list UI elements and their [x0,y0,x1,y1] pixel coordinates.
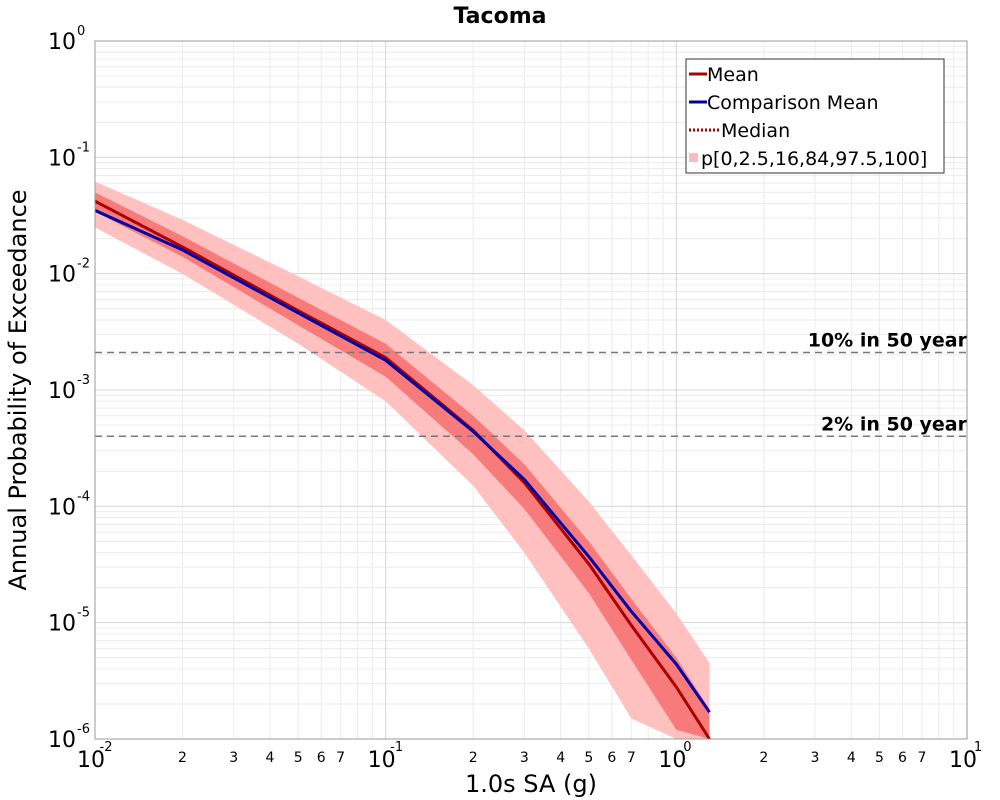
y-tick-major-4: 10 [48,495,76,520]
y-tick-exponent-2: -2 [77,257,90,272]
x-tick-minor: 2 [759,750,768,766]
plot-frame [94,40,968,740]
y-tick-major-5: 10 [48,612,76,637]
x-tick-major-2: 10 [658,748,686,773]
y-tick-major-2: 10 [48,263,76,288]
x-tick-minor: 5 [875,750,884,766]
y-tick-exponent-4: -4 [77,489,90,504]
x-tick-minor: 6 [317,750,326,766]
x-tick-minor: 7 [627,750,636,766]
x-tick-minor: 2 [178,750,187,766]
reference-label-1: 2% in 50 year [821,413,968,435]
band-inner [95,192,710,739]
x-tick-exponent-1: -1 [390,740,403,755]
x-tick-exponent-2: 0 [683,740,691,755]
y-tick-major-1: 10 [48,146,76,171]
y-tick-exponent-0: 0 [77,24,85,39]
y-tick-major-0: 10 [48,30,76,55]
x-tick-minor: 3 [229,750,238,766]
legend: Mean Comparison Mean Median p[0,2.5,16,8… [685,58,945,174]
series-lines [94,199,711,740]
x-tick-exponent-3: 1 [974,740,982,755]
x-tick-minor: 6 [607,750,616,766]
x-tick-minor: 4 [847,750,856,766]
legend-label-median: Median [721,120,790,142]
x-tick-minor: 7 [336,750,345,766]
percentile-bands [95,181,710,739]
y-axis-label: Annual Probability of Exceedance [4,189,32,590]
x-tick-major-3: 10 [949,748,977,773]
legend-swatch-bands [689,153,698,162]
x-tick-minor: 4 [556,750,565,766]
x-tick-exponent-0: -2 [100,740,113,755]
y-tick-major-6: 10 [48,728,76,753]
y-tick-major-3: 10 [48,379,76,404]
legend-label-mean: Mean [707,64,759,86]
x-tick-minor: 6 [898,750,907,766]
x-tick-minor: 2 [469,750,478,766]
series-line-1 [94,209,711,714]
reference-label-0: 10% in 50 year [808,330,968,352]
reference-lines: 10% in 50 year 2% in 50 year [95,330,968,438]
y-tick-exponent-6: -6 [77,722,90,737]
x-tick-major-1: 10 [368,748,396,773]
x-tick-minor: 3 [520,750,529,766]
y-tick-exponent-5: -5 [77,606,90,621]
y-tick-exponent-1: -1 [77,140,90,155]
legend-label-comparison-mean: Comparison Mean [707,92,879,114]
x-tick-minor: 5 [294,750,303,766]
x-tick-minor: 7 [918,750,927,766]
y-tick-exponent-3: -3 [77,373,90,388]
legend-label-bands: p[0,2.5,16,84,97.5,100] [701,148,927,170]
x-tick-minor: 5 [584,750,593,766]
x-tick-minor: 4 [266,750,275,766]
chart-title: Tacoma [454,4,547,29]
x-axis-label: 1.0s SA (g) [465,770,597,798]
band-outer [95,181,710,739]
x-tick-minor: 3 [811,750,820,766]
x-tick-major-0: 10 [77,748,105,773]
legend-box [685,58,945,174]
